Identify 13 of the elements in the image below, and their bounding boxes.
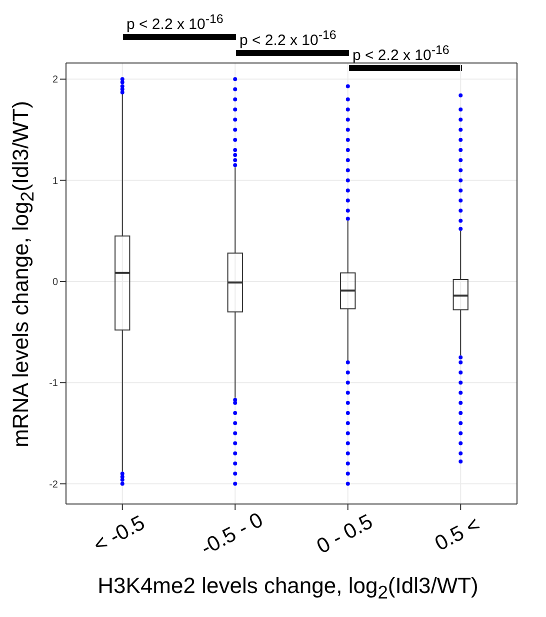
x-axis-title: H3K4me2 levels change, log$_{2}$(Idl3/WT) [96, 573, 480, 604]
text: p < 2.2 x 10$^{-16}$ [240, 26, 336, 50]
x-tick-label: < -0.5 [90, 511, 149, 558]
y-tick-label: -2 [49, 479, 58, 490]
x-tick-label: 0 - 0.5 [313, 510, 377, 558]
y-tick-label: 2 [52, 74, 58, 86]
y-tick-label: 1 [52, 176, 58, 187]
y-tick-label: -1 [49, 378, 58, 390]
y-tick-label: 0 [52, 277, 58, 288]
x-tick-label: 0.5 < [431, 513, 484, 556]
text: p < 2.2 x 10$^{-16}$ [126, 10, 224, 34]
annotation: p < 2.2 x 10$^{-16}$ [352, 41, 450, 65]
x-tick-label: -0.5 - 0 [197, 508, 267, 560]
